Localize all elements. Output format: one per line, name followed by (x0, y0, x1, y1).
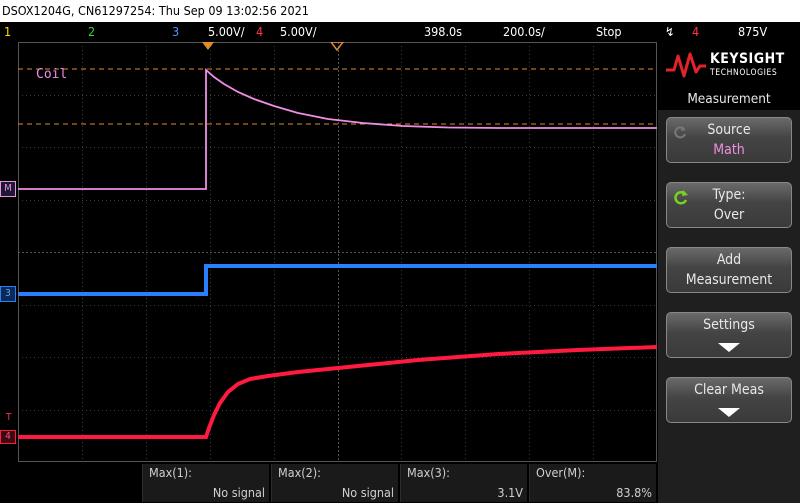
status-bar: 1 2 3 5.00V/ 4 5.00V/ 398.0s 200.0s/ Sto… (0, 22, 800, 42)
waveform-display[interactable]: Coil (18, 42, 657, 462)
submenu-arrow-icon (718, 343, 740, 352)
type-softkey[interactable]: Type: Over (666, 182, 792, 228)
measurement-1[interactable]: Max(1): No signal (142, 464, 269, 502)
math-ground-marker[interactable]: M (0, 181, 16, 197)
source-softkey[interactable]: Source Math (666, 117, 792, 163)
brand-sub: TECHNOLOGIES (710, 68, 778, 78)
softkey-label: Clear Meas (694, 382, 764, 398)
measurement-label: Max(1): (149, 465, 192, 480)
reference-marker (330, 42, 344, 52)
time-scale: 200.0s/ (503, 24, 545, 39)
trigger-level-marker[interactable]: T (6, 412, 12, 423)
ch4-scale: 5.00V/ (280, 24, 317, 39)
softkey-value: Over (713, 207, 745, 223)
measurement-4[interactable]: Over(M): 83.8% (529, 464, 656, 502)
softkey-label: Add (716, 252, 742, 268)
ch4-waveform (18, 345, 657, 439)
measurement-3[interactable]: Max(3): 3.1V (400, 464, 527, 502)
ch4-ground-marker[interactable]: 4 (0, 430, 16, 444)
softkey-label-2: Measurement (685, 272, 773, 288)
trigger-level: 875V (738, 24, 768, 39)
ch3-indicator[interactable]: 3 (172, 24, 180, 39)
trigger-edge-icon: ↯ (665, 24, 675, 39)
measurement-value: 83.8% (616, 485, 652, 500)
title-bar: DSOX1204G, CN61297254: Thu Sep 09 13:02:… (0, 0, 800, 22)
measurement-2[interactable]: Max(2): No signal (271, 464, 398, 502)
keysight-wave-icon (666, 52, 706, 78)
softkey-label: Settings (703, 317, 755, 333)
brand-logo: KEYSIGHT TECHNOLOGIES (658, 42, 800, 88)
softkey-label: Source (707, 122, 751, 138)
ch3-scale: 5.00V/ (208, 24, 245, 39)
math-label: Coil (36, 67, 67, 82)
add-measurement-softkey[interactable]: Add Measurement (666, 247, 792, 293)
softkey-label: Type: (712, 187, 746, 203)
measurement-label: Max(2): (278, 465, 321, 480)
measurement-label: Max(3): (407, 465, 450, 480)
ch3-ground-marker[interactable]: 3 (0, 286, 16, 302)
brand-name: KEYSIGHT (710, 51, 785, 67)
ch4-indicator[interactable]: 4 (256, 24, 264, 39)
clear-meas-softkey[interactable]: Clear Meas (666, 377, 792, 423)
ch1-indicator[interactable]: 1 (4, 24, 12, 39)
cursor-lines (18, 68, 657, 125)
settings-softkey[interactable]: Settings (666, 312, 792, 358)
measurement-value: No signal (341, 485, 394, 500)
math-waveform (18, 68, 657, 190)
trigger-source: 4 (692, 24, 700, 39)
submenu-arrow-icon (718, 408, 740, 417)
trigger-position-marker[interactable] (202, 42, 214, 50)
rotate-knob-icon (674, 190, 688, 205)
time-position: 398.0s (424, 24, 463, 39)
run-state: Stop (596, 24, 622, 39)
rotate-knob-icon (674, 126, 686, 139)
measurement-value: 3.1V (497, 485, 523, 500)
ch2-indicator[interactable]: 2 (88, 24, 96, 39)
menu-title: Measurement (658, 88, 800, 110)
softkey-value: Math (713, 142, 745, 158)
measurement-bar: Max(1): No signal Max(2): No signal Max(… (0, 462, 658, 503)
softkey-panel: KEYSIGHT TECHNOLOGIES Measurement Source… (658, 42, 800, 503)
ch3-waveform (18, 264, 657, 296)
measurement-label: Over(M): (536, 465, 586, 480)
measurement-value: No signal (212, 485, 265, 500)
